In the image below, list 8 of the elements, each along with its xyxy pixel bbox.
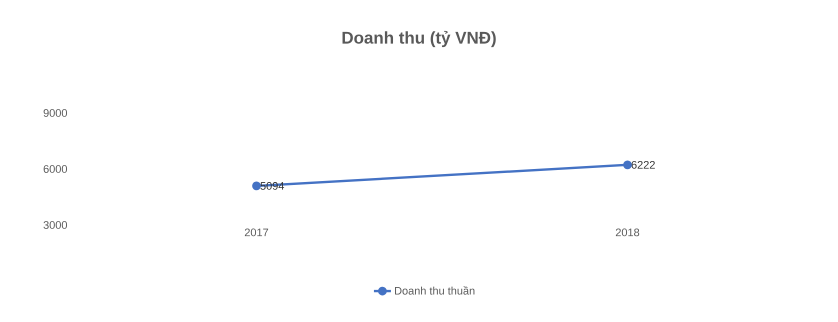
x-tick-label: 2018 <box>616 228 640 236</box>
x-tick-label: 2017 <box>244 228 268 236</box>
y-tick-label: 3000 <box>44 221 68 229</box>
legend-label: Doanh thu thuần <box>395 286 474 295</box>
y-tick-label: 9000 <box>44 109 68 117</box>
y-tick-label: 6000 <box>44 165 68 173</box>
chart-title: Doanh thu (tỷ VNĐ) <box>342 30 496 48</box>
data-label: 6222 <box>632 160 655 169</box>
